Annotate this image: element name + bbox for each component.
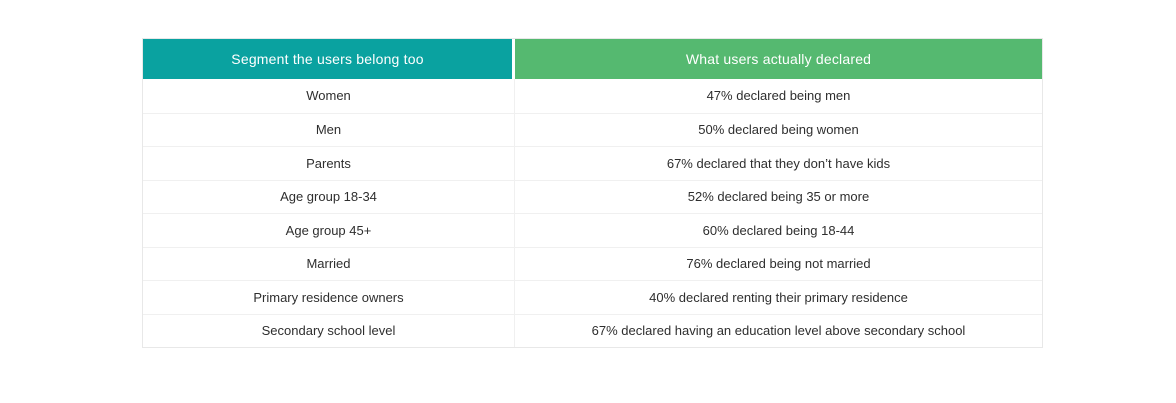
users-declaration-table: Segment the users belong too What users …	[142, 38, 1043, 348]
declared-cell: 40% declared renting their primary resid…	[514, 281, 1042, 314]
segment-cell: Men	[315, 122, 342, 138]
segment-cell: Secondary school level	[261, 323, 396, 339]
table-row: Married 76% declared being not married	[143, 246, 1042, 280]
table-row: Secondary school level 67% declared havi…	[143, 313, 1042, 347]
segment-cell: Parents	[306, 155, 351, 171]
table-header-row: Segment the users belong too What users …	[143, 39, 1042, 79]
table-row: Women 47% declared being men	[143, 79, 1042, 113]
segment-cell: Married	[306, 256, 351, 272]
declared-cell: 52% declared being 35 or more	[514, 180, 1042, 213]
segment-cell: Age group 45+	[285, 222, 372, 238]
table-row: Men 50% declared being women	[143, 112, 1042, 146]
segment-column-header: Segment the users belong too	[143, 39, 512, 79]
declared-cell: 67% declared that they don’t have kids	[514, 147, 1042, 180]
declared-cell: 60% declared being 18-44	[514, 214, 1042, 247]
declared-column-header: What users actually declared	[515, 39, 1042, 79]
declared-cell: 47% declared being men	[514, 79, 1042, 113]
table-body: Women 47% declared being men Men 50% dec…	[143, 79, 1042, 347]
table-row: Age group 45+ 60% declared being 18-44	[143, 213, 1042, 247]
table-row: Age group 18-34 52% declared being 35 or…	[143, 179, 1042, 213]
declared-cell: 67% declared having an education level a…	[514, 314, 1042, 347]
segment-cell: Age group 18-34	[280, 189, 377, 205]
declared-cell: 76% declared being not married	[514, 247, 1042, 280]
segment-cell: Women	[306, 88, 351, 104]
table-row: Parents 67% declared that they don’t hav…	[143, 146, 1042, 180]
table-row: Primary residence owners 40% declared re…	[143, 280, 1042, 314]
segment-cell: Primary residence owners	[253, 289, 404, 305]
declared-cell: 50% declared being women	[514, 113, 1042, 146]
